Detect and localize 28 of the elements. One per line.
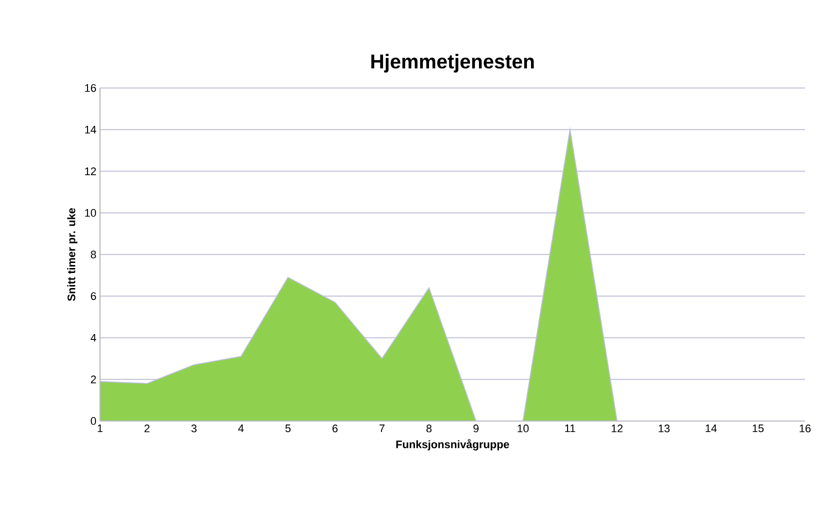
y-axis-title: Snitt timer pr. uke xyxy=(67,208,78,301)
y-tick-label: 2 xyxy=(90,376,96,384)
x-tick-label: 1 xyxy=(98,424,103,432)
chart-title: Hjemmetjenesten xyxy=(371,54,534,73)
x-tick-label: 15 xyxy=(752,424,764,432)
x-tick-label: 12 xyxy=(612,424,623,432)
y-tick-label: 4 xyxy=(90,334,96,342)
x-tick-label: 4 xyxy=(238,424,244,432)
x-tick-label: 9 xyxy=(473,424,479,432)
x-tick-label: 14 xyxy=(706,424,717,432)
x-tick-label: 10 xyxy=(518,424,529,432)
y-tick-label: 10 xyxy=(85,209,96,217)
x-tick-label: 3 xyxy=(191,424,197,432)
y-tick-label: 0 xyxy=(90,417,96,425)
x-tick-label: 6 xyxy=(332,424,338,432)
y-tick-label: 16 xyxy=(85,84,96,92)
x-axis-title: Funksjonsnivågruppe xyxy=(396,439,510,450)
y-tick-label: 12 xyxy=(85,167,96,176)
y-tick-label: 6 xyxy=(90,292,96,300)
x-tick-label: 2 xyxy=(144,424,150,432)
y-tick-label: 14 xyxy=(85,126,96,134)
x-tick-label: 5 xyxy=(285,424,291,432)
x-tick-label: 8 xyxy=(426,424,432,432)
x-tick-label: 11 xyxy=(565,424,576,432)
x-tick-label: 16 xyxy=(800,424,811,432)
y-tick-label: 8 xyxy=(90,250,96,258)
x-tick-label: 7 xyxy=(380,424,385,432)
x-tick-label: 13 xyxy=(658,424,670,432)
